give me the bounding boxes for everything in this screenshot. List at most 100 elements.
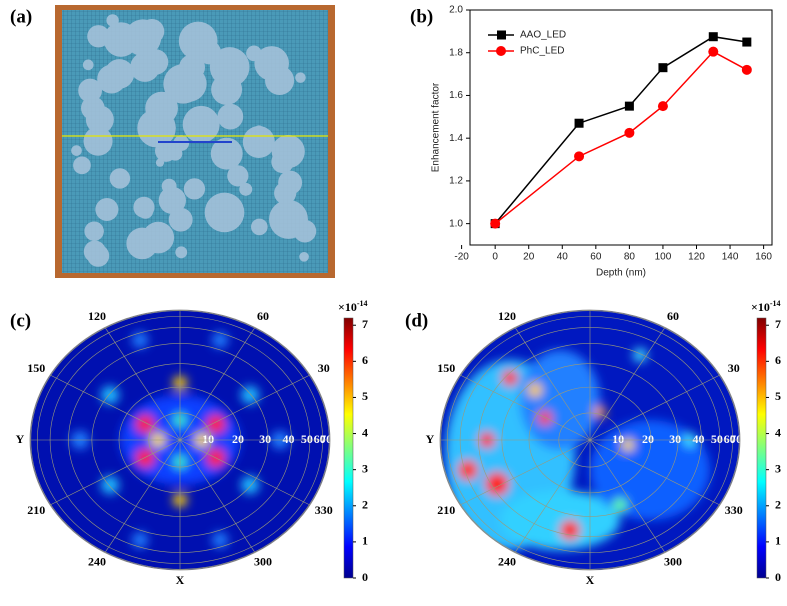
pore	[251, 218, 268, 236]
y-axis-label: Y	[16, 432, 25, 446]
pore	[183, 178, 206, 200]
pore	[85, 105, 114, 134]
pore	[169, 75, 192, 98]
spoke	[514, 327, 591, 441]
angle-tick-label: 240	[88, 555, 106, 569]
y-tick-label: 1.0	[449, 218, 463, 229]
radial-tick-label: 70	[320, 432, 332, 446]
legend-label: AAO_LED	[520, 30, 566, 41]
radial-tick-label: 30	[669, 432, 681, 446]
colorbar-tick-label: 2	[362, 498, 368, 512]
x-axis-label: X	[586, 573, 595, 587]
angle-tick-label: 120	[88, 309, 106, 323]
panel-label: (b)	[410, 6, 433, 27]
spoke	[589, 374, 721, 441]
pore	[210, 137, 243, 170]
marker	[741, 64, 752, 75]
colorbar-tick-label: 3	[362, 461, 368, 475]
marker	[624, 101, 634, 111]
pore	[271, 134, 305, 169]
plot-frame	[469, 9, 773, 246]
colorbar	[756, 317, 767, 579]
angle-tick-label: 330	[315, 503, 333, 517]
pore	[293, 219, 317, 243]
spoke	[179, 374, 311, 441]
colorbar-scale-exponent: -14	[770, 299, 781, 308]
marker	[490, 218, 501, 229]
marker	[708, 32, 718, 42]
angle-tick-label: 210	[27, 503, 45, 517]
legend-marker	[496, 46, 506, 56]
spoke	[49, 439, 181, 506]
spoke	[179, 439, 311, 506]
x-tick-label: -20	[454, 252, 469, 263]
pore	[78, 78, 102, 103]
pore	[137, 108, 176, 148]
pore	[175, 246, 188, 259]
colorbar-tick-label: 0	[362, 570, 368, 584]
pore	[209, 47, 250, 87]
pore	[71, 145, 82, 156]
pore	[299, 252, 309, 262]
pore	[104, 59, 135, 89]
pore	[157, 128, 168, 139]
y-tick-label: 1.8	[449, 47, 463, 58]
pore	[139, 18, 165, 44]
angle-tick-label: 330	[725, 503, 743, 517]
marker	[658, 63, 668, 73]
angle-tick-label: 240	[498, 555, 516, 569]
spoke	[589, 439, 721, 506]
spoke	[589, 327, 666, 441]
pore	[73, 156, 91, 175]
colorbar-tick-label: 6	[362, 353, 368, 367]
x-axis-label: X	[176, 573, 185, 587]
marker	[742, 37, 752, 47]
colorbar-tick-label: 2	[775, 498, 781, 512]
colorbar-tick-label: 4	[362, 425, 368, 439]
angle-tick-label: 60	[257, 309, 269, 323]
angle-tick-label: 30	[728, 361, 740, 375]
x-tick-label: 140	[722, 252, 739, 263]
angle-tick-label: 60	[667, 309, 679, 323]
colorbar-tick-label: 1	[775, 534, 781, 548]
panel-label: (a)	[10, 6, 32, 27]
pore	[106, 14, 119, 27]
pore	[83, 126, 113, 156]
colorbar-tick-label: 4	[775, 425, 781, 439]
pore	[274, 182, 297, 205]
colorbar-tick-label: 5	[362, 389, 368, 403]
pore	[178, 21, 218, 61]
x-tick-label: 60	[590, 252, 602, 263]
pore	[82, 59, 94, 71]
pore	[161, 178, 177, 194]
marker	[624, 127, 635, 138]
radial-tick-label: 10	[202, 432, 214, 446]
pore	[83, 240, 106, 263]
pore	[239, 182, 253, 196]
angle-tick-label: 150	[437, 361, 455, 375]
angle-tick-label: 210	[437, 503, 455, 517]
radial-tick-label: 20	[642, 432, 654, 446]
pore	[84, 221, 104, 241]
y-tick-label: 2.0	[449, 5, 463, 16]
x-tick-label: 100	[655, 252, 672, 263]
marker	[657, 101, 668, 112]
radial-tick-label: 40	[282, 432, 294, 446]
spoke	[459, 374, 591, 441]
pore	[146, 102, 156, 111]
x-tick-label: 80	[624, 252, 636, 263]
pore	[217, 103, 244, 130]
angle-tick-label: 30	[318, 361, 330, 375]
radial-tick-label: 60	[314, 432, 326, 446]
line	[494, 50, 748, 225]
spoke	[514, 439, 591, 553]
angle-tick-label: 300	[664, 555, 682, 569]
x-tick-label: 40	[557, 252, 569, 263]
colorbar-tick-label: 0	[775, 570, 781, 584]
colorbar-scale: ×10-14	[338, 299, 368, 314]
pore	[242, 125, 275, 159]
spoke	[179, 439, 256, 553]
polar-frame	[439, 309, 741, 571]
radial-tick-label: 50	[301, 432, 313, 446]
radial-tick-label: 20	[232, 432, 244, 446]
